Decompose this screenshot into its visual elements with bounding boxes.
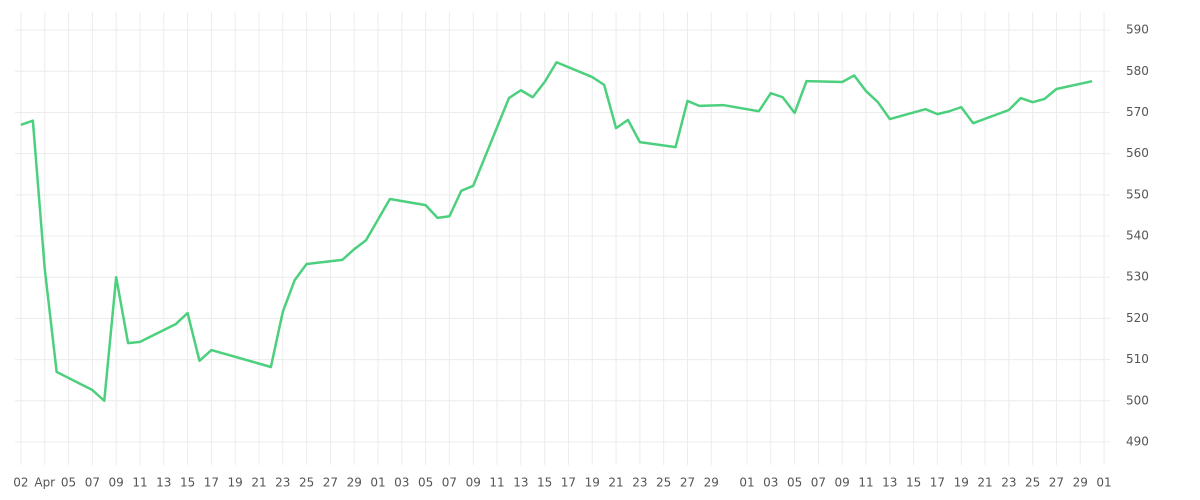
x-tick-label: 29 (347, 476, 362, 490)
x-tick-label: 05 (61, 476, 76, 490)
x-tick-label: 02 (13, 476, 28, 490)
x-tick-label: 25 (299, 476, 314, 490)
x-tick-label: 09 (466, 476, 481, 490)
x-tick-label: 13 (156, 476, 171, 490)
y-tick-label: 520 (1126, 311, 1149, 325)
x-tick-label: 13 (513, 476, 528, 490)
x-tick-label: 11 (489, 476, 504, 490)
x-tick-label: 25 (656, 476, 671, 490)
y-tick-label: 490 (1126, 434, 1149, 448)
x-tick-label: 15 (906, 476, 921, 490)
x-tick-label: 21 (608, 476, 623, 490)
x-tick-label: 23 (1001, 476, 1016, 490)
x-tick-label: 09 (835, 476, 850, 490)
x-tick-label: 21 (251, 476, 266, 490)
x-tick-label: 19 (228, 476, 243, 490)
y-tick-label: 530 (1126, 270, 1149, 284)
x-tick-label: 15 (537, 476, 552, 490)
x-tick-label: 19 (954, 476, 969, 490)
y-tick-label: 500 (1126, 393, 1149, 407)
x-tick-label: 29 (1073, 476, 1088, 490)
x-tick-label: 21 (977, 476, 992, 490)
y-tick-label: 560 (1126, 146, 1149, 160)
x-tick-label: 29 (704, 476, 719, 490)
y-tick-label: 570 (1126, 105, 1149, 119)
x-tick-label: 11 (132, 476, 147, 490)
y-tick-label: 510 (1126, 352, 1149, 366)
x-tick-label: 27 (680, 476, 695, 490)
y-tick-label: 540 (1126, 229, 1149, 243)
line (20, 60, 1093, 403)
x-tick-label: 23 (275, 476, 290, 490)
x-tick-label: 19 (585, 476, 600, 490)
x-tick-label: 25 (1025, 476, 1040, 490)
x-tick-label: 13 (882, 476, 897, 490)
y-tick-label: 590 (1126, 23, 1149, 37)
x-tick-label: 27 (1049, 476, 1064, 490)
x-tick-label: 05 (418, 476, 433, 490)
x-tick-label: 07 (442, 476, 457, 490)
x-tick-label: 01 (1096, 476, 1111, 490)
x-tick-label: 17 (204, 476, 219, 490)
x-tick-label: 01 (739, 476, 754, 490)
x-tick-label: 03 (763, 476, 778, 490)
y-tick-label: 580 (1126, 64, 1149, 78)
x-tick-label: 17 (561, 476, 576, 490)
x-tick-label: 27 (323, 476, 338, 490)
x-tick-label: 09 (109, 476, 124, 490)
x-tick-label: 17 (930, 476, 945, 490)
x-tick-label: Apr (34, 476, 55, 490)
x-tick-label: 07 (85, 476, 100, 490)
x-tick-label: 23 (632, 476, 647, 490)
x-tick-label: 05 (787, 476, 802, 490)
x-tick-label: 03 (394, 476, 409, 490)
x-tick-label: 11 (858, 476, 873, 490)
x-tick-label: 01 (370, 476, 385, 490)
y-tick-label: 550 (1126, 187, 1149, 201)
x-tick-label: 15 (180, 476, 195, 490)
x-tick-label: 07 (811, 476, 826, 490)
